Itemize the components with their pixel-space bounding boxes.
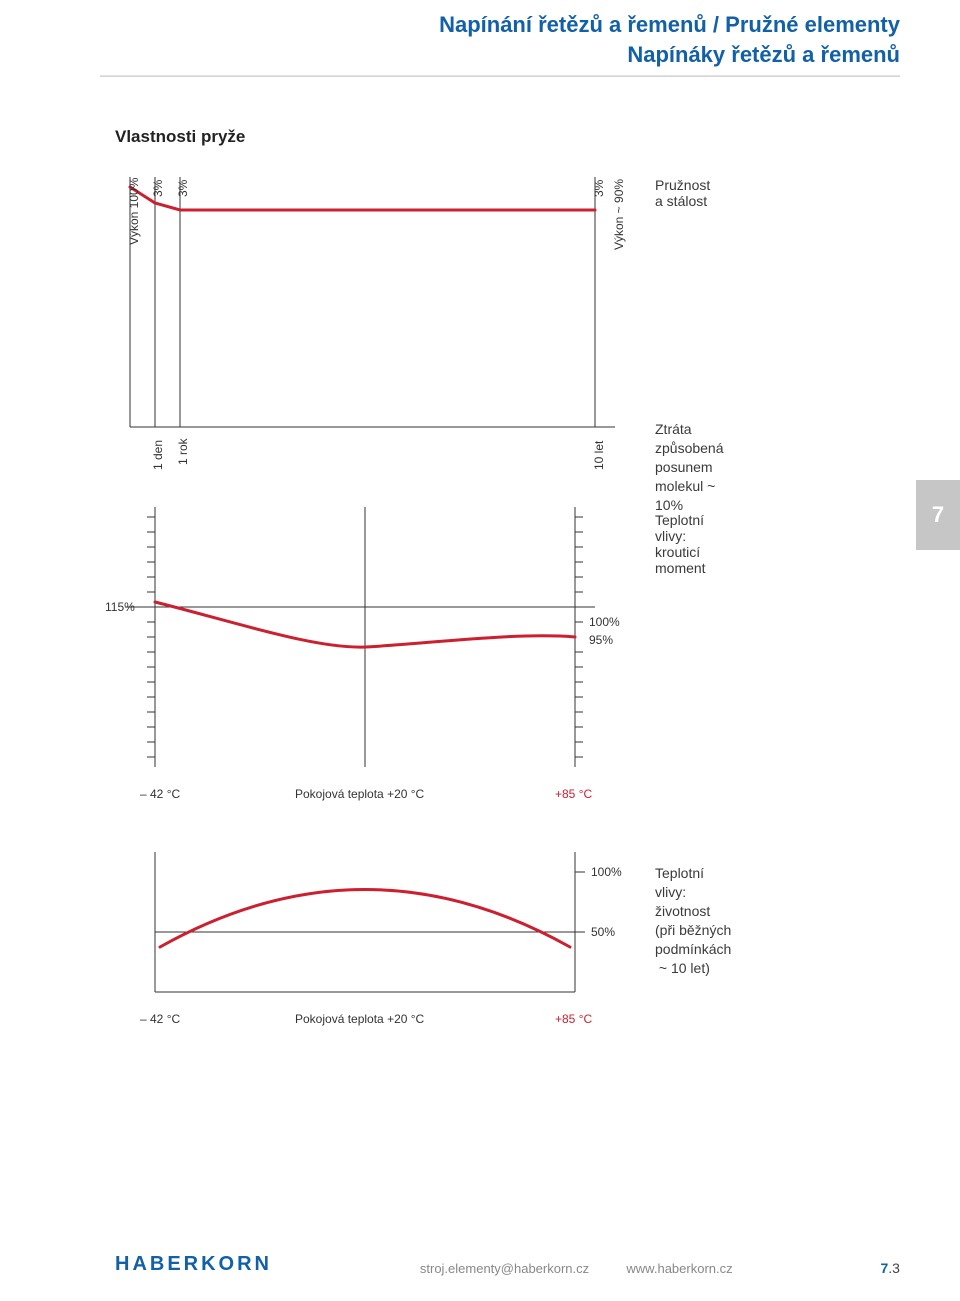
charts-container: Výkon 100% 3% 3% 3% Výkon ~ 90% 1 den 1 … <box>115 177 900 1032</box>
footer-email: stroj.elementy@haberkorn.cz <box>420 1261 589 1276</box>
chart3-xlabel-left: – 42 °C <box>140 1012 180 1026</box>
chart3-caption: Teplotní vlivy: životnost (při běžných p… <box>655 864 731 977</box>
chart3-caption-l2b: ~ 10 let) <box>659 960 710 976</box>
chapter-badge: 7 <box>916 480 960 550</box>
chart1-tick-3pct-1: 3% <box>151 180 165 197</box>
chart2-ylabel-left: 115% <box>105 600 135 614</box>
chart1-tick-3pct-right: 3% <box>592 180 606 197</box>
chart1-xlabel-1: 1 den <box>151 440 165 470</box>
chart3-caption-l1: Teplotní vlivy: životnost <box>655 865 710 919</box>
chart3-caption-l2a: (při běžných podmínkách <box>655 922 731 957</box>
chart-stability: Výkon 100% 3% 3% 3% Výkon ~ 90% 1 den 1 … <box>115 177 625 447</box>
chart-torque-svg <box>85 507 630 807</box>
page-footer: HABERKORN stroj.elementy@haberkorn.cz ww… <box>0 1253 960 1276</box>
chart-lifetime: 100% 50% – 42 °C Pokojová teplota +20 °C… <box>85 852 630 1032</box>
chart1-ylabel-right: Výkon ~ 90% <box>612 179 626 250</box>
chart-torque: 115% 100% 95% – 42 °C Pokojová teplota +… <box>85 507 630 807</box>
chart-lifetime-svg <box>85 852 630 1032</box>
page-header: Napínání řetězů a řemenů / Pružné elemen… <box>0 0 960 69</box>
chart3-xlabel-mid: Pokojová teplota +20 °C <box>295 1012 424 1026</box>
chart1-caption-bottom: Ztráta způsobená posunem molekul ~ 10% <box>655 420 724 514</box>
chart3-ylabel-100: 100% <box>591 865 622 879</box>
chart3-ylabel-50: 50% <box>591 925 615 939</box>
chart1-caption-top: Pružnost a stálost <box>655 177 710 209</box>
chart1-xlabel-2: 1 rok <box>176 439 190 466</box>
section-title: Vlastnosti pryže <box>115 127 960 147</box>
chart1-xlabel-3: 10 let <box>592 441 606 470</box>
chart-stability-svg <box>115 177 625 447</box>
chart2-ylabel-right-95: 95% <box>589 633 613 647</box>
chart1-caption-bottom-l2: posunem molekul <box>655 459 713 494</box>
chart1-caption-bottom-l1: Ztráta způsobená <box>655 421 724 456</box>
footer-pagenum: .3 <box>888 1260 900 1276</box>
chart3-xlabel-right: +85 °C <box>555 1012 592 1026</box>
chart2-ylabel-right-100: 100% <box>589 615 620 629</box>
chapter-badge-number: 7 <box>932 502 944 528</box>
footer-links: stroj.elementy@haberkorn.cz www.haberkor… <box>420 1261 733 1276</box>
chart2-xlabel-right: +85 °C <box>555 787 592 801</box>
chart1-tick-3pct-2: 3% <box>176 180 190 197</box>
header-title-line2: Napínáky řetězů a řemenů <box>627 42 900 67</box>
header-divider <box>100 75 900 77</box>
chart1-ylabel-left: Výkon 100% <box>127 178 141 245</box>
header-title-line1: Napínání řetězů a řemenů / Pružné elemen… <box>439 12 900 37</box>
chart2-caption: Teplotní vlivy: krouticí moment <box>655 512 706 576</box>
chart2-xlabel-left: – 42 °C <box>140 787 180 801</box>
header-title: Napínání řetězů a řemenů / Pružné elemen… <box>0 10 900 69</box>
brand-logo: HABERKORN <box>115 1253 272 1276</box>
footer-web: www.haberkorn.cz <box>626 1261 732 1276</box>
footer-page-number: 7.3 <box>881 1260 900 1276</box>
chart2-xlabel-mid: Pokojová teplota +20 °C <box>295 787 424 801</box>
